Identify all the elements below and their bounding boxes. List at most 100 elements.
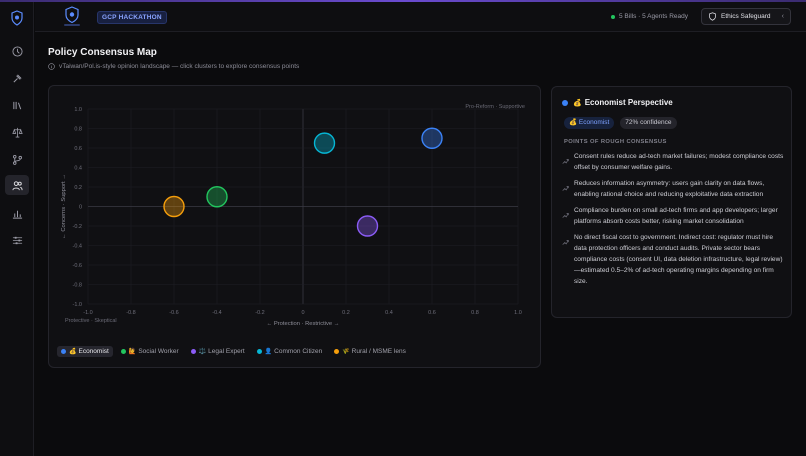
- chevron-left-icon: ‹: [781, 13, 784, 20]
- legend-swatch: [190, 349, 196, 354]
- legend-swatch: [120, 349, 126, 354]
- subtitle-text: vTaiwan/Pol.is-style opinion landscape —…: [59, 63, 300, 70]
- perspective-panel: 💰 Economist Perspective 💰 Economist 72% …: [551, 86, 792, 318]
- sliders-icon[interactable]: [9, 232, 25, 248]
- trend-icon: [562, 178, 574, 200]
- corner-label-bottom-left: Protective · Skeptical: [65, 318, 117, 324]
- consensus-point-text: Consent rules reduce ad-tech market fail…: [574, 153, 784, 171]
- cluster-point-economist[interactable]: [421, 127, 443, 149]
- trend-icon: [562, 205, 574, 227]
- x-tick-label: 0.8: [471, 310, 479, 316]
- perspective-title: 💰 Economist Perspective: [562, 98, 673, 107]
- legend-swatch: [61, 349, 66, 354]
- legend-item-legal-expert[interactable]: ⚖️ Legal Expert: [187, 346, 249, 357]
- compass-icon[interactable]: [9, 43, 25, 59]
- y-tick-label: 1.0: [74, 107, 82, 113]
- consensus-point: Consent rules reduce ad-tech market fail…: [562, 151, 784, 173]
- chart-legend: 💰 Economist 🙋 Social Worker ⚖️ Legal Expert 👤 C…: [57, 346, 410, 357]
- cluster-point-rural-msme-lens[interactable]: [163, 195, 185, 218]
- legend-emoji-icon: 👤: [264, 349, 273, 355]
- consensus-point-text: Reduces information asymmetry: users gai…: [574, 180, 765, 198]
- shield-icon: [709, 12, 716, 21]
- ethics-safeguard-button[interactable]: Ethics Safeguard ‹: [701, 8, 791, 25]
- legend-label: Rural / MSME lens: [351, 348, 406, 355]
- legend-swatch: [256, 349, 262, 354]
- consensus-point-text: Compliance burden on small ad-tech firms…: [574, 207, 778, 225]
- y-tick-label: 0.4: [74, 166, 82, 172]
- consensus-point-text: No direct fiscal cost to government. Ind…: [574, 234, 783, 285]
- gavel-icon[interactable]: [9, 70, 25, 86]
- confidence-chip: 72% confidence: [620, 117, 677, 129]
- x-tick-label: -0.2: [255, 310, 264, 316]
- x-tick-label: 1.0: [514, 310, 522, 316]
- app-logo-icon[interactable]: [9, 10, 25, 26]
- x-tick-label: -1.0: [83, 310, 92, 316]
- trend-icon: [562, 232, 574, 287]
- legend-swatch: [334, 349, 340, 354]
- perspective-dot: [562, 99, 568, 106]
- y-axis-label: ← Concerns · Support →: [61, 174, 67, 239]
- legend-item-rural-msme-lens[interactable]: 🌾 Rural / MSME lens: [330, 346, 410, 357]
- consensus-point: Reduces information asymmetry: users gai…: [562, 178, 784, 200]
- agents-status: 5 Bills · 5 Agents Ready: [611, 13, 688, 20]
- top-header: GCP HACKATHON 5 Bills · 5 Agents Ready E…: [35, 2, 806, 32]
- info-icon: [48, 63, 55, 70]
- brand-logo-icon[interactable]: [59, 6, 85, 28]
- y-tick-label: -0.4: [73, 244, 82, 250]
- x-tick-label: 0: [301, 310, 304, 316]
- x-tick-label: 0.2: [342, 310, 350, 316]
- sidebar-rail: [0, 2, 34, 456]
- perspective-chips: 💰 Economist 72% confidence: [564, 117, 677, 129]
- y-tick-label: 0.2: [74, 185, 82, 191]
- legend-label: Economist: [78, 348, 109, 355]
- legend-emoji-icon: 🌾: [342, 349, 350, 355]
- page-subtitle: vTaiwan/Pol.is-style opinion landscape —…: [48, 63, 299, 70]
- trend-icon: [562, 151, 574, 173]
- legend-emoji-icon: 🙋: [128, 349, 137, 355]
- y-tick-label: -0.8: [73, 283, 82, 289]
- x-tick-label: -0.4: [212, 310, 221, 316]
- consensus-scatter-chart: -1.0 -0.8 -0.6 -0.4 -0.2 0 0.2 0.4 0.6 0.8 1.0 1.0 0…: [61, 104, 525, 327]
- x-tick-label: -0.8: [126, 310, 135, 316]
- coin-bag-icon: 💰: [573, 99, 582, 107]
- y-tick-label: 0.6: [74, 146, 82, 152]
- cluster-point-common-citizen[interactable]: [313, 132, 336, 154]
- cluster-point-legal-expert[interactable]: [356, 215, 379, 237]
- legend-emoji-icon: 💰: [69, 349, 77, 355]
- legend-emoji-icon: ⚖️: [198, 349, 207, 355]
- y-tick-label: -0.6: [73, 263, 82, 269]
- consensus-point: No direct fiscal cost to government. Ind…: [562, 232, 784, 287]
- cluster-point-social-worker[interactable]: [206, 186, 228, 208]
- bar-chart-icon[interactable]: [9, 205, 25, 221]
- consensus-map-card: -1.0 -0.8 -0.6 -0.4 -0.2 0 0.2 0.4 0.6 0.8 1.0 1.0 0…: [48, 85, 541, 368]
- top-accent-bar: [0, 0, 806, 2]
- consensus-point: Compliance burden on small ad-tech firms…: [562, 205, 784, 227]
- x-axis-label: ← Protection · Restrictive →: [266, 321, 339, 327]
- x-tick-label: 0.4: [385, 310, 393, 316]
- legend-label: Social Worker: [138, 348, 179, 355]
- ethics-safeguard-label: Ethics Safeguard: [721, 13, 771, 20]
- scales-icon[interactable]: [9, 124, 25, 140]
- x-tick-label: 0.6: [428, 310, 436, 316]
- status-text: 5 Bills · 5 Agents Ready: [619, 13, 689, 20]
- legend-label: Legal Expert: [208, 348, 245, 355]
- hackathon-badge: GCP HACKATHON: [97, 11, 167, 24]
- persona-chip: 💰 Economist: [564, 117, 615, 129]
- y-tick-label: 0.8: [74, 127, 82, 133]
- users-icon[interactable]: [5, 175, 29, 195]
- corner-label-top-right: Pro-Reform · Supportive: [465, 104, 525, 110]
- consensus-points-list: Consent rules reduce ad-tech market fail…: [562, 151, 784, 292]
- legend-item-common-citizen[interactable]: 👤 Common Citizen: [253, 346, 327, 357]
- legend-item-social-worker[interactable]: 🙋 Social Worker: [117, 346, 183, 357]
- git-branch-icon[interactable]: [9, 151, 25, 167]
- x-tick-label: -0.6: [169, 310, 178, 316]
- library-icon[interactable]: [9, 97, 25, 113]
- y-tick-label: -0.2: [73, 224, 82, 230]
- y-tick-label: 0: [79, 205, 82, 211]
- y-tick-label: -1.0: [73, 302, 82, 308]
- consensus-section-label: POINTS OF ROUGH CONSENSUS: [564, 139, 667, 145]
- perspective-title-text: Economist Perspective: [584, 98, 673, 107]
- legend-item-economist[interactable]: 💰 Economist: [57, 346, 113, 357]
- page-title: Policy Consensus Map: [48, 47, 157, 58]
- legend-label: Common Citizen: [274, 348, 323, 355]
